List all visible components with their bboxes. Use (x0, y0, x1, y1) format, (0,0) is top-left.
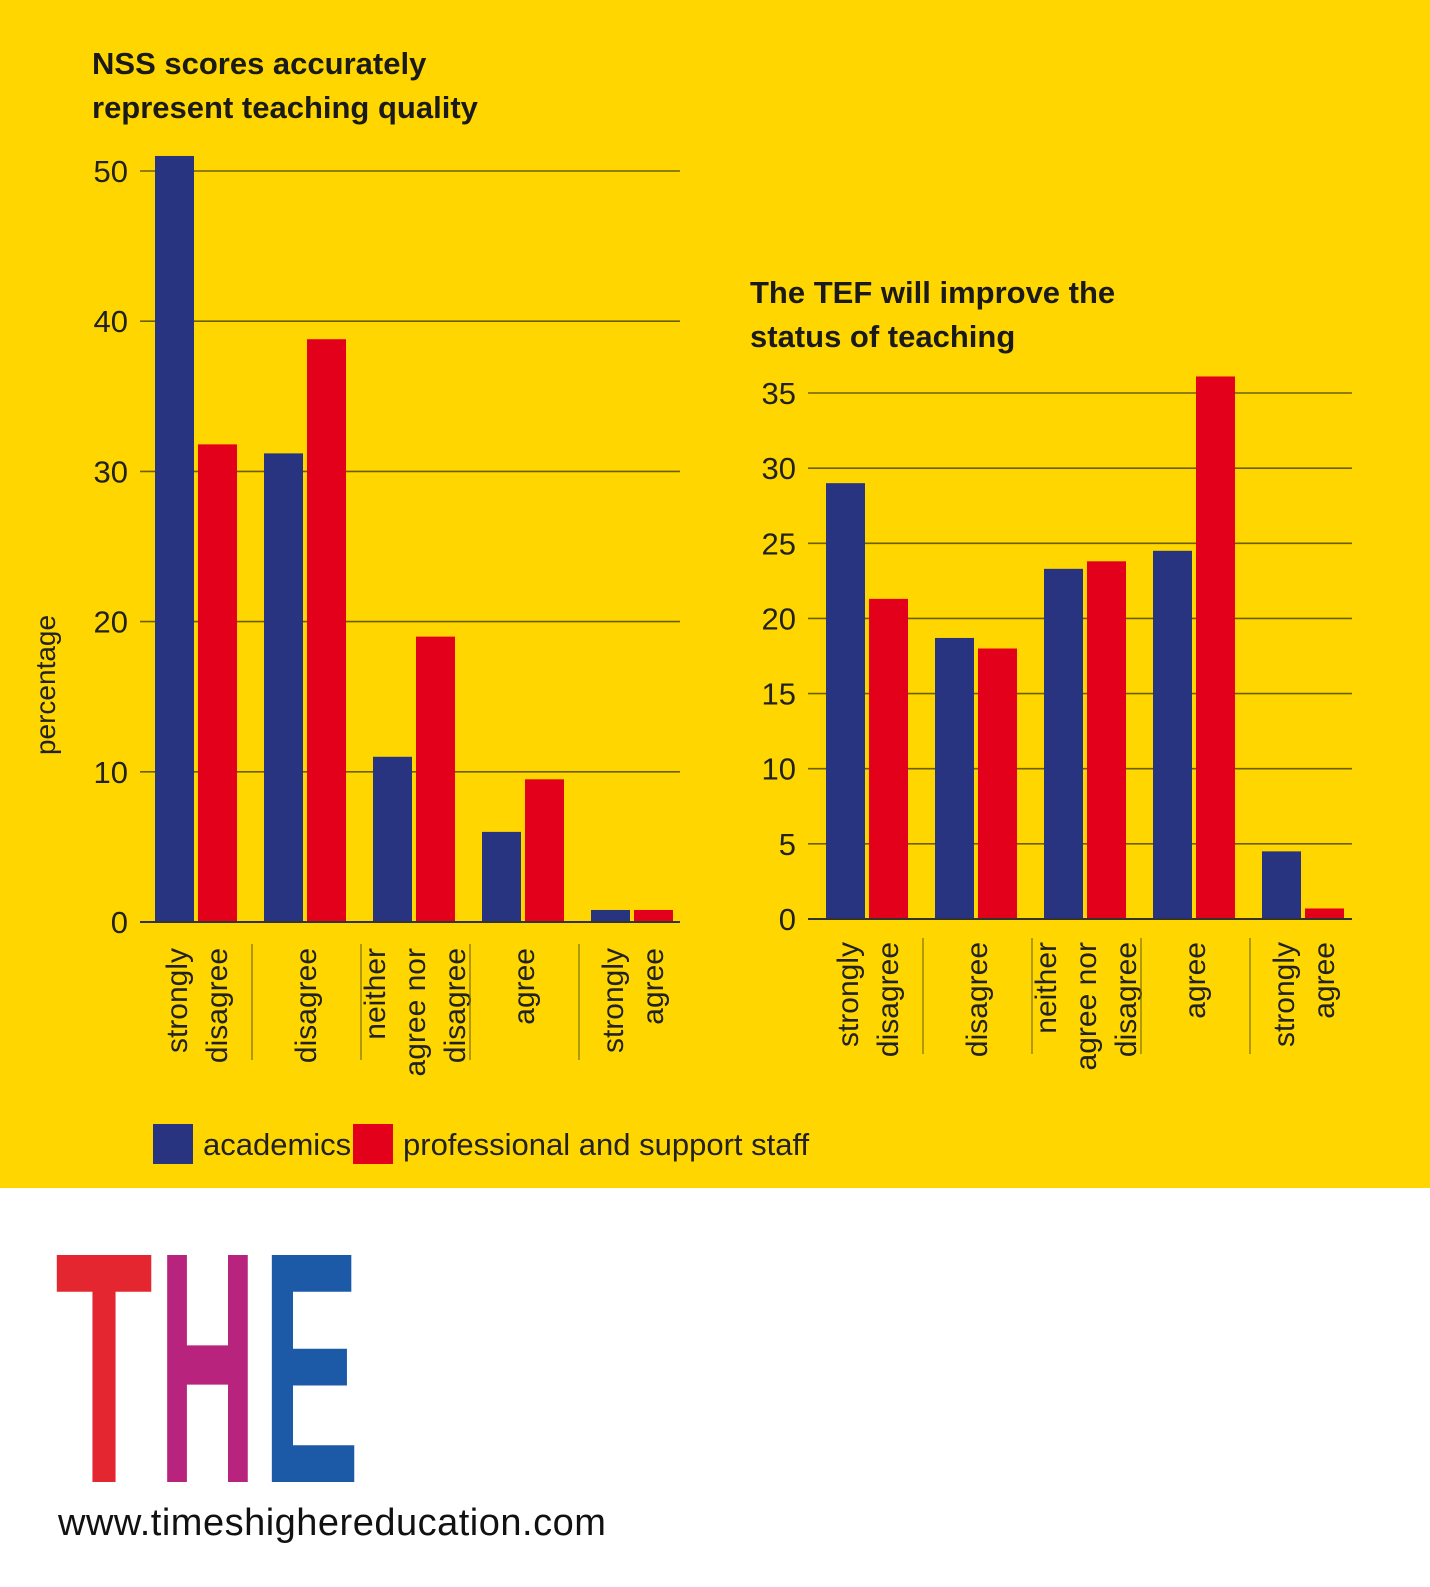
chart2-category-label: agree (1179, 942, 1212, 1019)
logo-letter-e: E (262, 1236, 360, 1488)
chart1-category-label: strongly (597, 948, 630, 1053)
chart2-category-label: agree nor (1070, 942, 1103, 1070)
chart1-category-label: disagree (439, 948, 472, 1063)
chart2-y-tick-label: 25 (762, 526, 796, 561)
chart1-y-tick-label: 30 (94, 454, 128, 489)
chart1-title-line: NSS scores accurately (92, 46, 427, 81)
chart1-y-tick-label: 10 (94, 755, 128, 790)
chart1-category-label: strongly (161, 948, 194, 1053)
chart1-bar-staff (307, 339, 346, 922)
chart2-bar-staff (1087, 561, 1126, 919)
legend-swatch-academics (153, 1124, 193, 1164)
chart2-title-line: status of teaching (750, 319, 1015, 354)
chart1-bar-staff (416, 636, 455, 922)
legend-swatch-staff (353, 1124, 393, 1164)
chart2-title-line: The TEF will improve the (750, 275, 1115, 310)
chart1-bar-academics (264, 453, 303, 922)
legend-label-staff: professional and support staff (403, 1127, 810, 1162)
chart2-y-tick-label: 5 (779, 827, 796, 862)
chart2-bar-academics (935, 637, 974, 919)
chart2-category-label: disagree (1110, 942, 1143, 1057)
chart1-y-tick-label: 50 (94, 154, 128, 189)
chart2-bar-academics (1262, 851, 1301, 919)
chart1-y-axis-label: percentage (30, 615, 61, 755)
chart2-category-label: disagree (961, 942, 994, 1057)
chart1-category-label: agree nor (399, 948, 432, 1076)
chart1-bar-academics (482, 831, 521, 922)
website-url[interactable]: www.timeshighereducation.com (58, 1502, 607, 1544)
chart1-category-label: neither (359, 948, 392, 1040)
chart2-y-tick-label: 15 (762, 677, 796, 712)
chart2-y-tick-label: 10 (762, 752, 796, 787)
chart1-bar-academics (591, 909, 630, 922)
legend-label-academics: academics (203, 1127, 351, 1162)
chart1-category-label: disagree (201, 948, 234, 1063)
chart1-bar-academics (155, 155, 194, 923)
chart1-y-tick-label: 20 (94, 605, 128, 640)
chart2-category-label: neither (1030, 942, 1063, 1034)
chart2-y-tick-label: 0 (779, 902, 796, 937)
chart2-bar-staff (978, 648, 1017, 919)
chart2-bar-staff (869, 598, 908, 919)
chart-panel: NSS scores accurately represent teaching … (0, 0, 1430, 1188)
chart1-bar-staff (634, 909, 673, 922)
chart2-category-label: disagree (872, 942, 905, 1057)
chart2-y-tick-label: 30 (762, 451, 796, 486)
chart1-bar-staff (525, 779, 564, 922)
chart1-bar-academics (373, 756, 412, 922)
chart1-y-tick-label: 0 (111, 905, 128, 940)
chart2-category-label: strongly (1268, 942, 1301, 1047)
charts-svg: NSS scores accurately represent teaching … (30, 46, 1352, 1164)
chart2-bar-staff (1196, 376, 1235, 919)
chart1-bar-staff (198, 444, 237, 922)
chart2-category-label: agree (1308, 942, 1341, 1019)
chart2-category-label: strongly (832, 942, 865, 1047)
chart1-category-label: agree (508, 948, 541, 1025)
chart2-bar-academics (1044, 568, 1083, 919)
chart1-title-line: represent teaching quality (92, 90, 479, 125)
chart2-bar-academics (1153, 550, 1192, 919)
chart1-category-label: disagree (290, 948, 323, 1063)
chart2-bar-staff (1305, 908, 1344, 919)
chart1-category-label: agree (637, 948, 670, 1025)
logo-letter-h: H (158, 1236, 257, 1488)
chart2-y-tick-label: 35 (762, 376, 796, 411)
the-logo: T H E (55, 1236, 360, 1488)
chart2-y-tick-label: 20 (762, 601, 796, 636)
logo-letter-t: T (55, 1236, 153, 1488)
chart2-bar-academics (826, 483, 865, 919)
chart1-y-tick-label: 40 (94, 304, 128, 339)
